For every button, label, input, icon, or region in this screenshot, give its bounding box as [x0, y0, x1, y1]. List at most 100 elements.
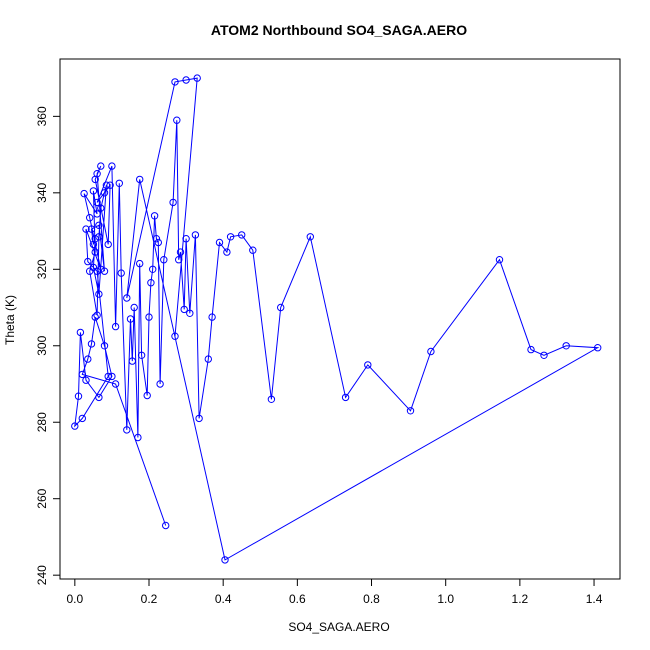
data-point — [145, 313, 153, 321]
y-tick-label: 340 — [35, 182, 49, 202]
y-tick-label: 280 — [35, 412, 49, 432]
series-layer — [71, 74, 602, 564]
data-point — [208, 313, 216, 321]
data-point — [78, 414, 87, 423]
data-point — [95, 290, 103, 298]
data-point — [169, 198, 177, 207]
data-point — [102, 181, 111, 189]
data-point — [128, 357, 137, 365]
data-point — [76, 328, 85, 337]
data-point — [93, 198, 101, 207]
data-point — [111, 380, 120, 388]
data-point — [226, 233, 235, 241]
data-point — [277, 303, 285, 312]
y-tick-label: 360 — [35, 106, 49, 126]
data-point — [594, 344, 602, 352]
y-axis: 240 260 280 300 320 340 360 — [35, 106, 60, 585]
data-point — [191, 231, 200, 239]
data-point — [495, 256, 504, 264]
data-point — [84, 355, 92, 363]
data-point — [123, 294, 131, 302]
data-point — [89, 240, 98, 249]
y-tick-label: 300 — [35, 335, 49, 355]
data-point — [180, 305, 188, 314]
data-point — [100, 189, 109, 197]
data-point — [95, 233, 103, 241]
data-point — [267, 395, 276, 403]
data-point — [82, 376, 90, 384]
data-point — [427, 347, 435, 356]
data-point — [97, 204, 105, 212]
data-point — [171, 332, 179, 340]
data-point — [106, 181, 114, 189]
data-point — [117, 269, 125, 277]
data-point — [173, 116, 181, 124]
y-axis-label: Theta (K) — [3, 295, 17, 345]
data-point — [149, 265, 157, 273]
y-tick-label: 320 — [35, 259, 49, 279]
data-point — [540, 351, 548, 359]
data-point — [175, 256, 183, 264]
data-point — [115, 179, 124, 188]
data-point — [154, 238, 163, 247]
data-point — [87, 225, 96, 233]
data-point — [95, 221, 103, 230]
data-point — [221, 556, 229, 564]
data-point — [100, 342, 109, 350]
data-point — [136, 259, 144, 268]
data-point — [171, 78, 179, 86]
data-point — [176, 248, 185, 256]
data-point — [186, 309, 194, 317]
data-point — [91, 313, 99, 321]
x-tick-label: 0.4 — [215, 592, 232, 606]
data-point — [104, 240, 112, 249]
x-tick-label: 0.6 — [289, 592, 306, 606]
x-tick-label: 0.2 — [141, 592, 158, 606]
data-point — [134, 433, 142, 442]
data-point — [238, 231, 246, 239]
data-point — [86, 214, 94, 222]
x-tick-label: 0.0 — [66, 592, 83, 606]
x-tick-label: 1.4 — [586, 592, 603, 606]
data-point — [74, 392, 83, 400]
data-point — [136, 175, 144, 184]
x-axis-label: SO4_SAGA.AERO — [288, 620, 389, 634]
data-point — [195, 414, 203, 423]
data-point — [143, 391, 151, 400]
data-point — [89, 263, 98, 272]
data-point — [182, 235, 190, 243]
data-point — [156, 380, 164, 388]
data-point — [130, 303, 138, 312]
data-point — [406, 407, 415, 415]
data-point — [97, 265, 105, 273]
data-point — [87, 340, 96, 348]
data-point — [182, 76, 190, 84]
data-point — [93, 311, 101, 319]
data-point — [111, 322, 120, 331]
data-point — [215, 238, 224, 247]
data-point — [306, 233, 314, 241]
x-tick-label: 1.0 — [437, 592, 454, 606]
data-point — [341, 393, 350, 402]
data-point — [249, 246, 257, 254]
data-point — [562, 342, 570, 350]
data-point — [137, 351, 146, 359]
data-point — [100, 267, 109, 275]
series-line — [74, 77, 600, 561]
data-point — [126, 315, 135, 323]
data-point — [95, 393, 103, 402]
data-point — [89, 187, 98, 195]
x-axis: 0.0 0.2 0.4 0.6 0.8 1.0 1.2 1.4 — [66, 579, 603, 606]
data-point — [150, 212, 159, 220]
y-tick-label: 260 — [35, 488, 49, 508]
data-point — [223, 248, 231, 256]
data-point — [93, 267, 101, 275]
data-point — [78, 370, 87, 379]
x-tick-label: 1.2 — [512, 592, 529, 606]
data-point — [527, 345, 535, 354]
data-point — [104, 372, 112, 381]
data-point — [84, 257, 92, 266]
data-point — [108, 372, 116, 381]
